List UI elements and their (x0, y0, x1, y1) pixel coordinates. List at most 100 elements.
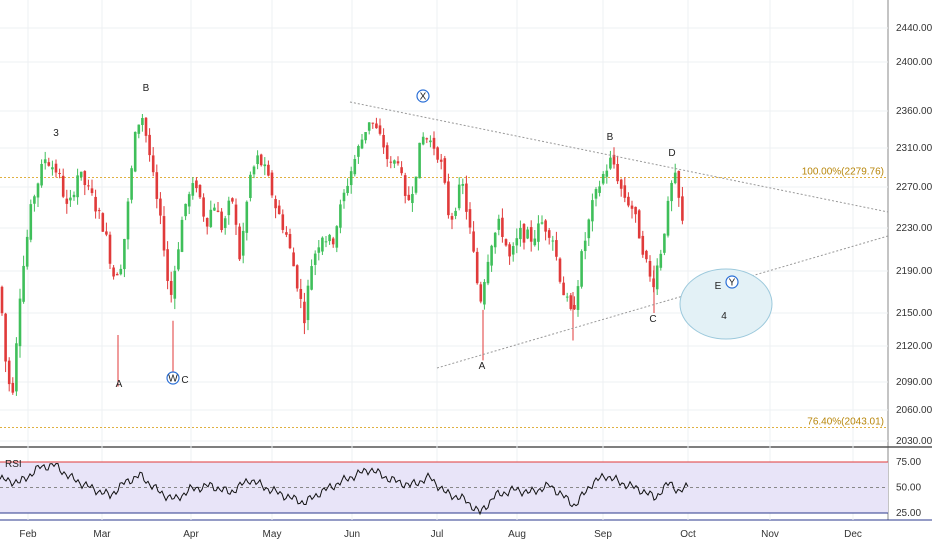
candle-body (526, 229, 529, 239)
candle-body (616, 163, 619, 182)
wave-label-w: W (168, 374, 178, 385)
candle-body (418, 142, 421, 179)
upper-trendline (349, 101, 889, 213)
candle-body (202, 197, 205, 217)
rsi-tick-label: 75.00 (896, 457, 921, 468)
candle-body (378, 125, 382, 134)
candle-body (36, 183, 40, 198)
candle-body (267, 164, 270, 176)
candle-body (220, 211, 223, 230)
candle-body (54, 163, 58, 173)
candle-body (367, 122, 371, 131)
candle-body (209, 209, 213, 227)
candle-body (133, 131, 137, 172)
month-label: May (263, 529, 282, 540)
candle-body (177, 249, 180, 270)
candle-body (663, 233, 666, 253)
candle-body (576, 286, 580, 310)
candle-body (191, 183, 195, 196)
candle-body (83, 171, 87, 186)
candle-body (324, 241, 328, 243)
rsi-pane[interactable]: 75.00 50.00 25.00 RSI (0, 457, 921, 519)
wave-label-a: A (116, 379, 123, 390)
candle-body (573, 305, 576, 310)
candle-body (360, 139, 364, 149)
candle-body (306, 285, 310, 321)
candle-body (97, 210, 101, 212)
candle-body (162, 216, 166, 251)
candle-body (425, 138, 429, 140)
price-tick-label: 2230.00 (896, 223, 932, 234)
candle-body (641, 235, 645, 255)
time-axis: Feb Mar Apr May Jun Jul Aug Sep Oct Nov Dec (19, 529, 862, 540)
candle-body (645, 250, 648, 260)
candle-body (504, 239, 508, 246)
wave-label-4: 4 (721, 311, 727, 322)
candle-body (141, 118, 144, 125)
candle-body (655, 265, 659, 290)
candle-body (274, 199, 277, 209)
candle-body (223, 218, 227, 228)
candle-body (47, 162, 51, 166)
candle-body (515, 238, 519, 246)
candle-body (0, 286, 4, 314)
candle-body (432, 137, 436, 149)
candle-body (555, 240, 558, 257)
fib-label: 100.00%(2279.76) (802, 166, 884, 177)
candle-body (126, 201, 130, 240)
price-scale[interactable] (888, 0, 932, 447)
candle-body (342, 192, 346, 202)
rsi-label: RSI (5, 459, 22, 470)
candle-body (11, 382, 15, 393)
candle-body (598, 186, 601, 193)
price-pane[interactable] (0, 0, 888, 447)
candle-body (72, 194, 76, 198)
candle-body (58, 172, 61, 174)
candle-body (681, 196, 684, 221)
month-label: Apr (183, 529, 199, 540)
candles (0, 114, 684, 396)
candle-body (429, 140, 432, 143)
candle-body (490, 245, 493, 266)
candle-body (144, 117, 148, 136)
price-tick-label: 2030.00 (896, 436, 932, 447)
candle-body (393, 160, 396, 164)
candle-body (612, 154, 616, 165)
candle-body (252, 166, 256, 175)
candle-body (670, 182, 673, 202)
candle-body (263, 164, 267, 167)
price-tick-label: 2360.00 (896, 106, 932, 117)
candle-body (497, 218, 501, 230)
candle-body (587, 219, 591, 239)
candle-body (400, 167, 403, 174)
candle-body (169, 280, 173, 295)
candle-body (493, 232, 497, 248)
candle-body (216, 210, 220, 212)
candle-body (382, 134, 385, 148)
trendlines (349, 101, 889, 369)
target-zone-ellipse (679, 268, 773, 340)
candle-body (349, 171, 353, 186)
candle-body (231, 198, 234, 202)
rsi-tick-label: 50.00 (896, 483, 921, 494)
candle-body (475, 251, 479, 284)
candle-body (511, 246, 515, 255)
candle-body (94, 196, 97, 212)
candle-body (385, 145, 389, 160)
candle-body (259, 154, 263, 166)
candle-body (346, 185, 349, 194)
candle-body (634, 206, 637, 215)
candle-body (339, 204, 342, 228)
candle-body (537, 223, 540, 242)
candle-body (198, 185, 202, 198)
candle-body (256, 155, 259, 165)
candle-body (105, 231, 108, 235)
candle-body (558, 258, 562, 282)
candle-body (357, 146, 360, 157)
candle-body (148, 134, 151, 156)
candle-body (288, 234, 292, 249)
candle-body (472, 231, 475, 252)
candle-body (407, 194, 411, 201)
candle-body (213, 207, 216, 211)
